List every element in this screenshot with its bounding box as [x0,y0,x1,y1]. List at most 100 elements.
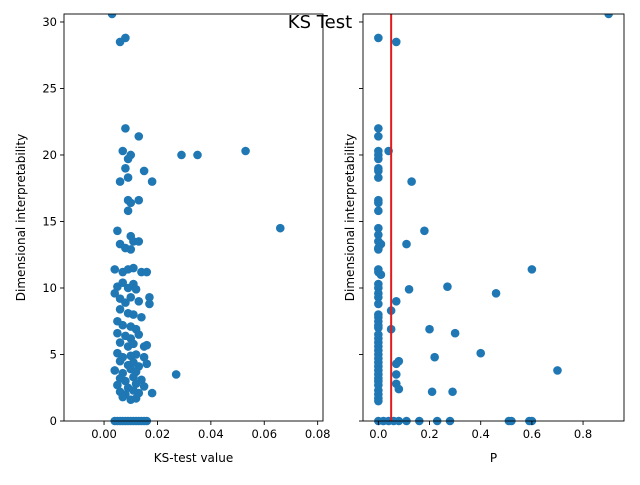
scatter-point [121,163,130,173]
scatter-point [123,173,133,182]
scatter-point [139,352,149,362]
scatter-point [129,339,138,349]
scatter-point [374,230,383,240]
scatter-point [448,387,457,397]
scatter-point [129,310,138,319]
x-tick-label: 0.4 [472,427,490,441]
scatter-point [145,293,154,302]
scatter-point [134,195,144,205]
scatter-point [147,177,157,186]
scatter-point [374,124,383,133]
x-tick-label: 0.8 [574,427,592,441]
scatter-point [275,223,285,233]
scatter-point [131,285,141,294]
scatter-point [491,289,501,298]
x-tick-label: 0.04 [198,427,224,441]
scatter-point [374,173,383,182]
scatter-point [407,177,416,186]
scatter-point [553,366,562,375]
scatter-point [427,387,437,397]
x-tick-label: 0.6 [523,427,541,441]
scatter-point [115,177,125,186]
scatter-point [391,296,401,306]
y-tick-label: 5 [50,347,57,361]
scatter-point [430,352,439,362]
scatter-point [376,270,386,279]
scatter-point [142,267,152,277]
scatter-point [374,166,383,176]
scatter-point [115,356,125,366]
scatter-point [131,379,141,389]
scatter-point [145,299,154,309]
scatter-point [121,124,130,133]
scatter-point [118,320,128,330]
scatter-point [425,324,434,334]
scatter-point [241,146,250,156]
scatter-point [443,282,452,291]
x-tick-label: 0.0 [369,427,387,441]
scatter-point [374,132,383,141]
scatter-point [113,226,122,236]
scatter-point [139,382,149,391]
ks-value-scatter-panel: 0.00 0.02 0.04 0.06 0.08 0 5 10 15 20 25 30 KS-test … [14,13,331,465]
scatter-point [134,296,144,306]
x-tick-label: 0.00 [91,427,117,441]
scatter-point [134,132,144,141]
x-axis-label: KS-test value [154,451,233,465]
p-value-scatter-panel: 0.0 0.2 0.4 0.6 0.8 P Dimensional interpretabi… [343,13,625,465]
scatter-point [110,366,120,375]
scatter-point [476,348,486,358]
scatter-point [420,226,429,236]
scatter-point [113,380,122,390]
x-axis-label: P [490,451,497,465]
figure-title: KS Test [288,12,352,33]
axes-frame [362,13,625,422]
scatter-point [118,392,128,402]
scatter-point [142,359,152,369]
scatter-point [110,289,120,298]
y-tick-label: 15 [42,214,57,228]
y-tick-label: 25 [42,81,57,95]
scatter-point [450,328,460,338]
scatter-point [402,239,411,249]
scatter-points [107,14,285,426]
y-tick-label: 10 [42,281,57,295]
scatter-point [171,370,181,379]
scatter-point [126,198,136,208]
scatter-point [177,150,186,160]
scatter-point [131,350,141,359]
scatter-point [374,396,383,406]
scatter-point [391,37,401,47]
x-tick-label: 0.2 [420,427,438,441]
scatter-point [374,293,383,302]
scatter-point [604,14,613,19]
scatter-point [527,265,537,274]
scatter-point [374,198,383,208]
scatter-point [134,330,144,339]
scatter-point [115,338,125,347]
scatter-point [118,278,128,287]
scatter-point [374,223,383,233]
axes-frame [63,13,324,422]
x-tick-label: 0.06 [251,427,277,441]
scatter-point [126,245,136,254]
scatter-point [121,376,130,386]
y-axis-label: Dimensional interpretability [14,134,28,301]
scatter-point [123,206,133,216]
x-tick-label: 0.08 [305,427,331,441]
scatter-point [115,304,125,314]
scatter-point [129,263,138,273]
scatter-point [142,340,152,350]
scatter-point [147,388,157,398]
scatter-point [391,370,401,379]
scatter-point [126,293,136,302]
scatter-point [107,14,117,19]
x-tick-label: 0.02 [145,427,171,441]
scatter-point [391,359,401,369]
scatter-point [404,285,414,294]
scatter-point [131,394,141,403]
scatter-point [113,328,122,338]
y-axis-label: Dimensional interpretability [343,134,357,301]
scatter-point [394,384,404,394]
